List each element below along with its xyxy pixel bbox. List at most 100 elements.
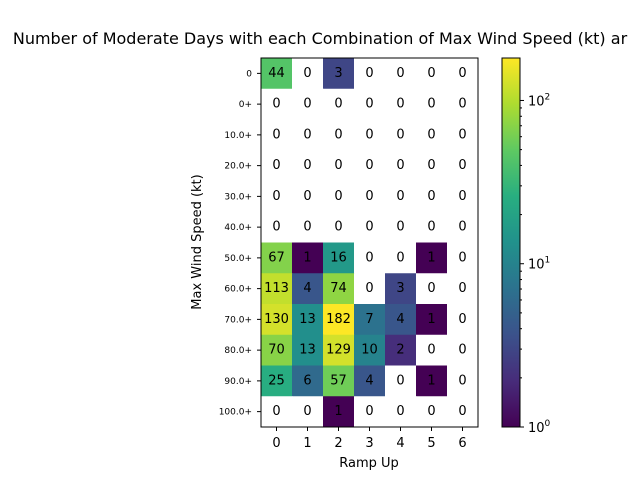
cell-value-label: 113 (264, 281, 289, 296)
heatmap-cell (416, 334, 448, 366)
y-tick-label: 0+ (239, 100, 252, 110)
cell-value-label: 74 (330, 281, 347, 296)
y-tick-label: 60.0+ (224, 285, 252, 295)
heatmap-cell (385, 211, 417, 243)
cell-value-label: 0 (334, 189, 342, 204)
cell-value-label: 1 (334, 404, 342, 419)
x-axis-label: Ramp Up (339, 456, 399, 471)
heatmap-cell (354, 88, 386, 120)
y-tick-label: 70.0+ (224, 315, 252, 325)
cell-value-label: 4 (303, 281, 311, 296)
cell-value-label: 0 (303, 66, 311, 81)
cell-value-label: 0 (458, 220, 466, 235)
heatmap-cell (447, 304, 479, 336)
cell-value-label: 0 (396, 189, 404, 204)
cell-value-label: 0 (458, 373, 466, 388)
x-tick-label: 5 (427, 436, 435, 451)
heatmap-cell (261, 181, 293, 213)
colorbar-ticks: 100 101 102 (520, 92, 551, 436)
heatmap-cell (292, 119, 324, 151)
heatmap-cell (416, 304, 448, 336)
heatmap-cell (323, 181, 355, 213)
heatmap-cell (292, 150, 324, 182)
x-tick-label: 3 (365, 436, 373, 451)
x-tick-label: 2 (334, 436, 342, 451)
heatmap-cell (292, 211, 324, 243)
cell-value-label: 0 (427, 220, 435, 235)
cell-value-label: 0 (458, 158, 466, 173)
cell-value-label: 16 (330, 250, 347, 265)
heatmap-cell (354, 119, 386, 151)
heatmap-cell (323, 119, 355, 151)
x-tick-label: 6 (458, 436, 466, 451)
heatmap-cell (416, 273, 448, 305)
cell-value-label: 0 (272, 404, 280, 419)
cell-value-label: 25 (268, 373, 285, 388)
heatmap-cell (261, 88, 293, 120)
heatmap-cell (354, 396, 386, 428)
heatmap-cell (354, 150, 386, 182)
cell-value-label: 0 (396, 97, 404, 112)
y-tick-label: 10.0+ (224, 131, 252, 141)
cell-value-label: 0 (396, 66, 404, 81)
cell-value-label: 0 (396, 158, 404, 173)
cell-value-label: 1 (427, 312, 435, 327)
cell-value-label: 0 (427, 189, 435, 204)
heatmap-cell (323, 211, 355, 243)
cell-value-label: 0 (334, 97, 342, 112)
cell-value-label: 1 (427, 373, 435, 388)
y-tick-label: 40.0+ (224, 223, 252, 233)
heatmap-cell (292, 334, 324, 366)
cell-value-label: 13 (299, 312, 316, 327)
heatmap-cell (385, 273, 417, 305)
x-tick-label: 4 (396, 436, 404, 451)
cell-value-label: 0 (427, 97, 435, 112)
y-tick-label: 90.0+ (224, 377, 252, 387)
colorbar-frame (501, 57, 521, 428)
x-axis: 0 1 2 3 4 5 6 (272, 427, 467, 451)
cell-value-label: 0 (365, 220, 373, 235)
heatmap-cell (261, 211, 293, 243)
cell-value-label: 0 (365, 281, 373, 296)
cell-value-label: 0 (365, 404, 373, 419)
cell-value-label: 182 (326, 312, 351, 327)
heatmap-cell (447, 58, 479, 90)
heatmap-cell (416, 396, 448, 428)
colorbar: 100 101 102 (501, 57, 551, 436)
cell-value-label: 0 (427, 343, 435, 358)
colorbar-tick-label: 102 (528, 92, 550, 109)
cell-value-label: 7 (365, 312, 373, 327)
heatmap-cell (385, 396, 417, 428)
heatmap-cell (385, 119, 417, 151)
heatmap-cell (447, 88, 479, 120)
heatmap-cell (261, 150, 293, 182)
heatmap-cell (323, 334, 355, 366)
cell-value-label: 0 (365, 158, 373, 173)
heatmap-cell (354, 273, 386, 305)
cell-value-label: 0 (365, 127, 373, 142)
y-tick-label: 30.0+ (224, 192, 252, 202)
cell-value-label: 10 (361, 343, 378, 358)
heatmap-cell (447, 365, 479, 397)
heatmap-cell (416, 119, 448, 151)
cell-value-label: 0 (303, 404, 311, 419)
heatmap-cell (447, 396, 479, 428)
cell-value-label: 0 (303, 127, 311, 142)
cell-value-label: 0 (396, 373, 404, 388)
heatmap-cell (385, 365, 417, 397)
y-axis: 0 0+ 10.0+ 20.0+ 30.0+ 40.0+ 50.0+ 60.0+ 70.0+ 80… (219, 69, 261, 418)
heatmap-cell (447, 242, 479, 274)
cell-value-label: 70 (268, 343, 285, 358)
cell-value-label: 0 (303, 189, 311, 204)
cell-value-label: 0 (272, 189, 280, 204)
cell-value-label: 1 (427, 250, 435, 265)
heatmap-cell (385, 150, 417, 182)
heatmap-cell (323, 242, 355, 274)
cell-value-label: 0 (334, 220, 342, 235)
cell-value-label: 0 (427, 158, 435, 173)
y-tick-label: 20.0+ (224, 162, 252, 172)
cell-value-label: 0 (334, 158, 342, 173)
cell-value-label: 0 (365, 189, 373, 204)
heatmap-cell (385, 334, 417, 366)
cell-value-label: 4 (396, 312, 404, 327)
